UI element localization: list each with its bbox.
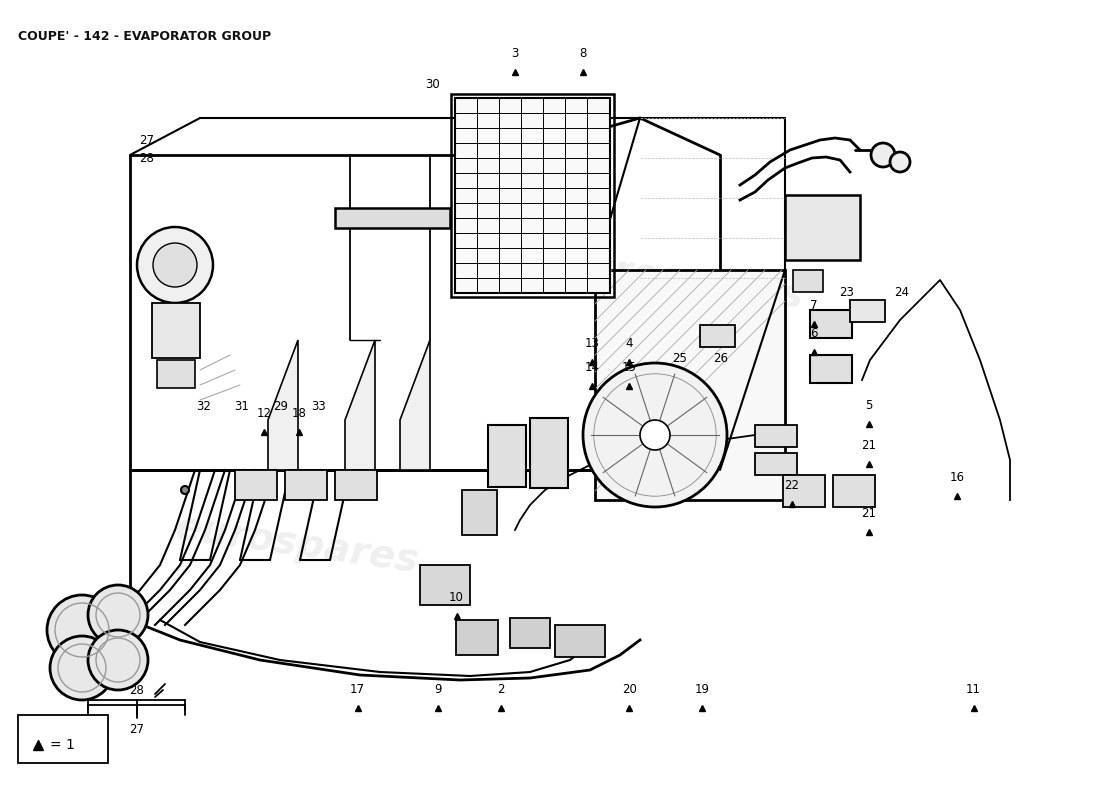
Bar [18, 715, 108, 763]
Bar [783, 475, 825, 507]
Text: 21: 21 [861, 507, 877, 520]
Text: 2: 2 [497, 683, 504, 696]
Bar [556, 625, 605, 657]
Bar [451, 94, 614, 297]
Circle shape [138, 227, 213, 303]
Text: 9: 9 [434, 683, 441, 696]
Text: 27: 27 [139, 134, 154, 146]
Text: 12: 12 [256, 407, 272, 420]
Bar [336, 208, 450, 228]
Text: 31: 31 [234, 400, 250, 413]
Text: 15: 15 [621, 362, 637, 374]
Circle shape [153, 243, 197, 287]
Bar [336, 470, 377, 500]
Text: 19: 19 [694, 683, 710, 696]
Text: 17: 17 [350, 683, 365, 696]
Text: 3: 3 [512, 47, 518, 60]
Text: 27: 27 [130, 723, 144, 736]
Circle shape [182, 486, 189, 494]
Text: = 1: = 1 [50, 738, 75, 752]
Circle shape [50, 636, 114, 700]
Text: 18: 18 [292, 407, 307, 420]
Text: 5: 5 [866, 399, 872, 412]
Bar [456, 620, 498, 655]
Text: 22: 22 [784, 479, 800, 492]
Text: 25: 25 [672, 352, 688, 365]
Bar [833, 475, 875, 507]
Polygon shape [345, 340, 375, 470]
Polygon shape [400, 340, 430, 470]
Circle shape [640, 420, 670, 450]
Bar [755, 453, 797, 475]
Text: 32: 32 [196, 400, 211, 413]
Bar [700, 325, 735, 347]
Text: 4: 4 [626, 338, 632, 350]
Bar [462, 490, 497, 535]
Text: 28: 28 [139, 152, 154, 165]
Text: COUPE' - 142 - EVAPORATOR GROUP: COUPE' - 142 - EVAPORATOR GROUP [18, 30, 271, 43]
Bar [488, 425, 526, 487]
Text: 13: 13 [584, 338, 600, 350]
Polygon shape [268, 340, 298, 470]
Bar [157, 360, 195, 388]
Text: 16: 16 [949, 471, 965, 484]
Text: 10: 10 [449, 591, 464, 604]
Text: 23: 23 [839, 286, 855, 298]
Text: eurospares: eurospares [173, 508, 421, 580]
Text: 20: 20 [621, 683, 637, 696]
Text: 14: 14 [584, 362, 600, 374]
Bar [235, 470, 277, 500]
Bar [810, 355, 853, 383]
Bar [785, 195, 860, 260]
Text: 8: 8 [580, 47, 586, 60]
Circle shape [890, 152, 910, 172]
Bar [810, 310, 853, 338]
Text: 11: 11 [966, 683, 981, 696]
Circle shape [47, 595, 117, 665]
Bar [530, 418, 568, 488]
Bar [510, 618, 550, 648]
Bar [152, 303, 200, 358]
Text: 28: 28 [130, 684, 144, 697]
Bar [455, 98, 610, 293]
Circle shape [871, 143, 895, 167]
Circle shape [88, 585, 148, 645]
Bar [793, 270, 823, 292]
Circle shape [88, 630, 148, 690]
Text: eurospares: eurospares [558, 244, 806, 316]
Text: 24: 24 [894, 286, 910, 298]
Text: 6: 6 [811, 327, 817, 340]
Text: 21: 21 [861, 439, 877, 452]
Text: 26: 26 [713, 352, 728, 365]
Bar [285, 470, 327, 500]
Circle shape [583, 363, 727, 507]
Bar [850, 300, 886, 322]
Bar [755, 425, 797, 447]
Text: 30: 30 [425, 78, 440, 90]
Text: 7: 7 [811, 299, 817, 312]
Text: 29: 29 [273, 400, 288, 413]
Bar [595, 270, 785, 500]
Text: 33: 33 [311, 400, 327, 413]
Bar [420, 565, 470, 605]
